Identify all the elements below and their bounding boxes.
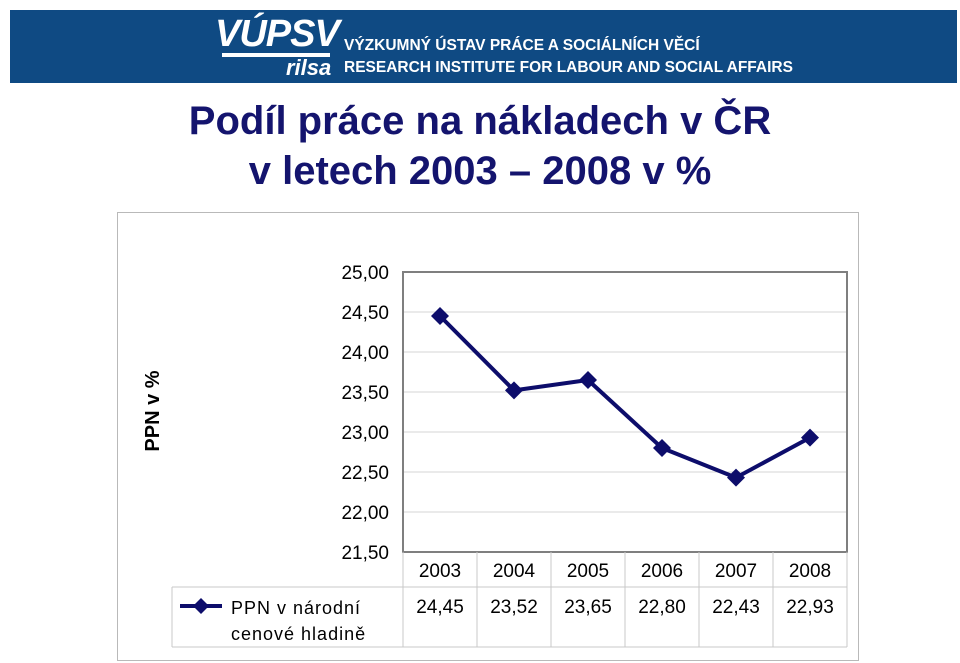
x-tick-label: 2006: [641, 561, 683, 582]
y-tick-label: 24,50: [341, 303, 389, 324]
data-value-label: 22,93: [786, 597, 834, 618]
y-tick-label: 21,50: [341, 543, 389, 564]
y-axis-label: PPN v %: [142, 370, 164, 451]
page-title: Podíl práce na nákladech v ČR v letech 2…: [150, 96, 810, 196]
y-tick-label: 22,50: [341, 463, 389, 484]
data-point-marker: [431, 307, 449, 325]
data-value-label: 23,65: [564, 597, 612, 618]
data-point-marker: [801, 428, 819, 447]
rilsa-logo: rilsa: [286, 55, 332, 80]
header-banner: VÚPSV rilsa VÝZKUMNÝ ÚSTAV PRÁCE A SOCIÁ…: [10, 10, 957, 83]
logo-underline: [222, 53, 330, 57]
series-lines: [431, 307, 819, 487]
x-tick-label: 2004: [493, 561, 536, 582]
y-tick-label: 23,50: [341, 383, 389, 404]
data-point-marker: [727, 468, 745, 487]
institute-name-cz: VÝZKUMNÝ ÚSTAV PRÁCE A SOCIÁLNÍCH VĚCÍ: [344, 37, 700, 54]
legend-marker: [193, 598, 209, 614]
data-value-label: 22,80: [638, 597, 686, 618]
data-point-marker: [653, 439, 671, 457]
y-tick-label: 23,00: [341, 423, 389, 444]
data-point-marker: [579, 371, 597, 389]
y-axis-ticks: 25,00 24,50 24,00 23,50 23,00 22,50 22,00 21,50: [341, 263, 389, 564]
y-tick-label: 24,00: [341, 343, 389, 364]
data-value-label: 22,43: [712, 597, 760, 618]
legend-label-line-2: cenové hladině: [231, 624, 366, 644]
title-line-2: v letech 2003 – 2008 v %: [248, 149, 712, 193]
title-line-1: Podíl práce na nákladech v ČR: [188, 99, 772, 143]
y-tick-label: 25,00: [341, 263, 389, 284]
data-table: 2003 2004 2005 2006 2007 2008 PPN v národní cen…: [171, 552, 848, 648]
data-value-label: 24,45: [416, 597, 464, 618]
y-tick-label: 22,00: [341, 503, 389, 524]
chart-frame: [117, 212, 859, 661]
x-tick-label: 2003: [419, 561, 461, 582]
x-tick-label: 2007: [715, 561, 757, 582]
legend-label-line-1: PPN v národní: [231, 598, 361, 618]
vupsv-logo: VÚPSV: [215, 13, 340, 55]
x-tick-label: 2008: [789, 561, 831, 582]
series-line: [438, 314, 811, 480]
institute-name-en: RESEARCH INSTITUTE FOR LABOUR AND SOCIAL…: [344, 59, 793, 76]
x-tick-label: 2005: [567, 561, 609, 582]
data-point-marker: [505, 381, 523, 400]
data-value-label: 23,52: [490, 597, 538, 618]
